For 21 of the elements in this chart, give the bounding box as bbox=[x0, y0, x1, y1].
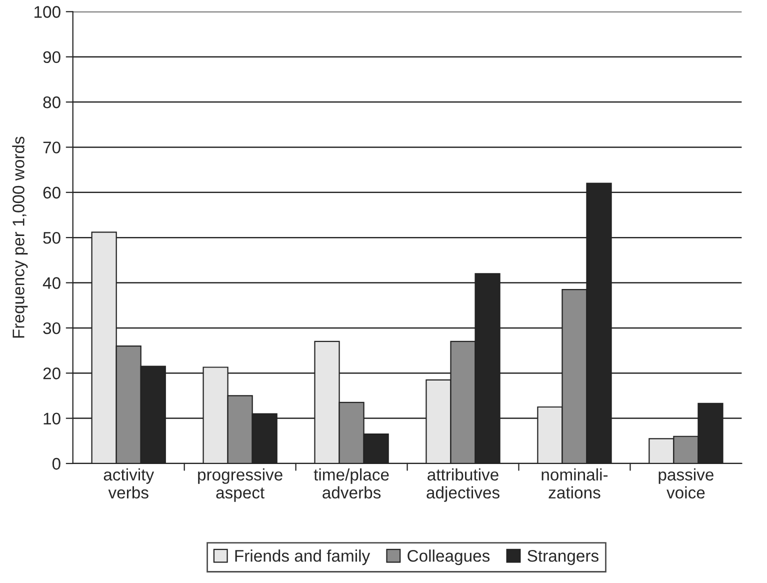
y-axis-title: Frequency per 1,000 words bbox=[12, 136, 28, 338]
y-tick-label: 40 bbox=[42, 277, 60, 289]
y-tick-label: 90 bbox=[43, 51, 60, 64]
x-tick-label: nominali- zations bbox=[542, 468, 608, 499]
x-tick-label: time/place adverbs bbox=[314, 468, 389, 499]
legend-label: Colleagues bbox=[408, 550, 490, 566]
legend-label: Strangers bbox=[528, 550, 598, 566]
y-tick-label: 30 bbox=[43, 322, 60, 334]
legend-label: Friends and family bbox=[235, 550, 370, 566]
y-tick-label: 70 bbox=[43, 142, 60, 154]
x-tick-label: activity verbs bbox=[104, 468, 154, 499]
y-tick-label: 20 bbox=[43, 368, 60, 380]
x-tick-label: progressive aspect bbox=[198, 468, 282, 502]
y-tick-label: 10 bbox=[44, 412, 60, 425]
y-tick-label: 100 bbox=[34, 6, 60, 18]
y-tick-label: 0 bbox=[52, 458, 60, 470]
y-tick-label: 80 bbox=[43, 96, 60, 108]
x-tick-label: passive voice bbox=[658, 468, 714, 499]
x-tick-label: attributive adjectives bbox=[426, 468, 500, 502]
y-tick-label: 50 bbox=[43, 232, 60, 244]
y-tick-label: 60 bbox=[43, 186, 60, 199]
